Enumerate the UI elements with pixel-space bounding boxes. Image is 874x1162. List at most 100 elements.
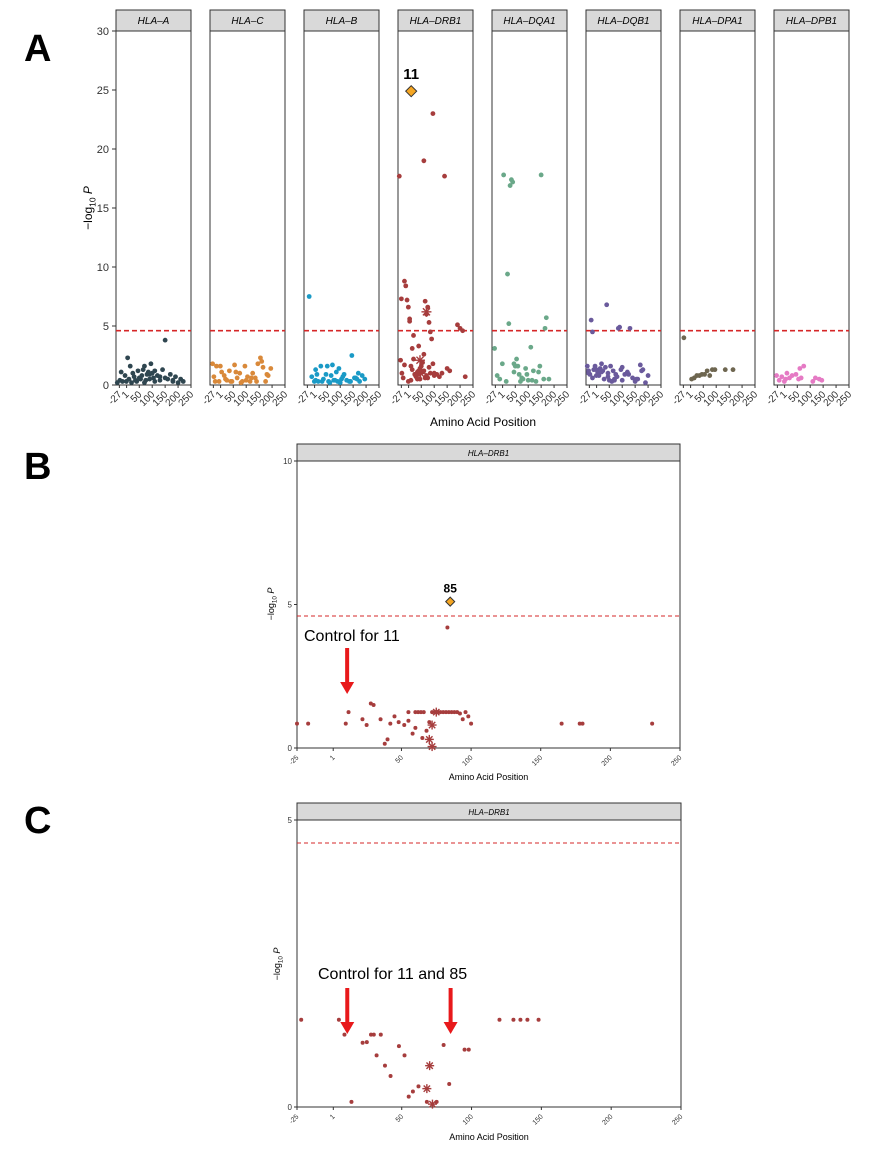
data-point <box>722 367 728 373</box>
data-point <box>421 158 427 164</box>
data-point <box>627 325 633 331</box>
data-point <box>406 1094 411 1099</box>
data-point <box>118 369 124 375</box>
facet-panel <box>585 30 662 386</box>
x-axis-label: Amino Acid Position <box>430 415 536 429</box>
data-point <box>511 369 517 375</box>
data-point <box>402 362 407 368</box>
data-point <box>416 710 421 715</box>
panel-label-c: C <box>24 800 52 842</box>
data-point <box>327 380 333 386</box>
data-point <box>336 1017 341 1022</box>
data-point <box>237 370 243 376</box>
data-point <box>405 304 411 310</box>
data-point <box>536 1017 541 1022</box>
data-point <box>210 361 215 367</box>
data-point <box>530 368 536 374</box>
data-point <box>801 363 807 369</box>
x-tick-label: 250 <box>670 754 683 767</box>
data-point <box>599 369 604 375</box>
facet-title: HLA–DQB1 <box>597 16 649 27</box>
data-point <box>462 1047 467 1052</box>
data-point <box>396 173 402 179</box>
data-point <box>590 329 595 335</box>
data-point <box>507 183 513 188</box>
data-point <box>160 367 165 373</box>
y-tick-label: 0 <box>288 744 293 753</box>
data-point <box>152 368 158 374</box>
data-point <box>403 283 409 289</box>
x-tick-label: 250 <box>647 389 667 409</box>
data-point <box>798 375 804 381</box>
star-point <box>427 720 437 730</box>
data-point <box>410 731 415 736</box>
data-point <box>427 329 433 335</box>
data-point <box>426 320 432 325</box>
data-point <box>499 361 505 367</box>
data-point <box>349 1099 354 1104</box>
data-point <box>398 296 404 302</box>
data-point <box>313 377 319 383</box>
data-point <box>359 373 365 378</box>
data-point <box>466 1047 471 1052</box>
star-point <box>414 355 425 366</box>
data-point <box>422 298 428 304</box>
data-point <box>614 374 620 380</box>
data-point <box>157 374 163 380</box>
data-point <box>306 721 311 726</box>
x-tick-label: 50 <box>395 1113 406 1124</box>
data-point <box>342 1032 347 1037</box>
data-point <box>318 363 324 369</box>
data-point <box>812 375 818 381</box>
facet-title: HLA–DQA1 <box>503 16 555 27</box>
panel-label-a: A <box>24 28 52 70</box>
data-point <box>436 374 442 380</box>
data-point <box>424 1099 429 1104</box>
data-point <box>214 363 219 369</box>
data-point <box>255 361 261 367</box>
data-point <box>793 371 799 377</box>
data-point <box>605 374 611 380</box>
data-point <box>402 1053 407 1058</box>
x-tick-label: 1 <box>329 754 337 762</box>
data-point <box>268 366 274 371</box>
y-tick-label: 25 <box>97 85 109 97</box>
data-point <box>783 376 789 382</box>
x-tick-label: -25 <box>288 1113 300 1125</box>
data-point <box>147 376 153 382</box>
data-point <box>541 376 547 382</box>
data-point <box>503 379 509 384</box>
data-point <box>357 379 363 384</box>
x-tick-label: 250 <box>671 1113 684 1126</box>
facet-panel <box>491 30 568 386</box>
facet-panel <box>679 30 756 386</box>
data-point <box>355 370 361 376</box>
data-point <box>120 379 125 384</box>
top-hit-marker <box>404 84 418 98</box>
data-point <box>323 371 329 377</box>
data-point <box>431 373 437 378</box>
data-point <box>525 377 531 383</box>
data-point <box>501 172 507 178</box>
data-point <box>427 370 433 376</box>
data-point <box>518 1017 523 1022</box>
x-tick-label: 50 <box>394 754 405 765</box>
x-tick-label: 250 <box>459 389 479 409</box>
y-tick-label: 5 <box>288 601 293 610</box>
data-point <box>212 379 218 384</box>
data-point <box>410 1089 415 1094</box>
data-point <box>418 710 423 715</box>
data-point <box>330 362 335 368</box>
data-point <box>524 371 530 377</box>
data-point <box>506 321 512 327</box>
data-point <box>123 379 129 384</box>
data-point <box>619 364 625 370</box>
x-tick-label: 100 <box>462 1113 475 1126</box>
data-point <box>429 336 435 342</box>
data-point <box>332 377 338 383</box>
data-point <box>402 723 407 728</box>
data-point <box>704 368 710 374</box>
data-point <box>364 1040 369 1045</box>
data-point <box>360 1040 365 1045</box>
